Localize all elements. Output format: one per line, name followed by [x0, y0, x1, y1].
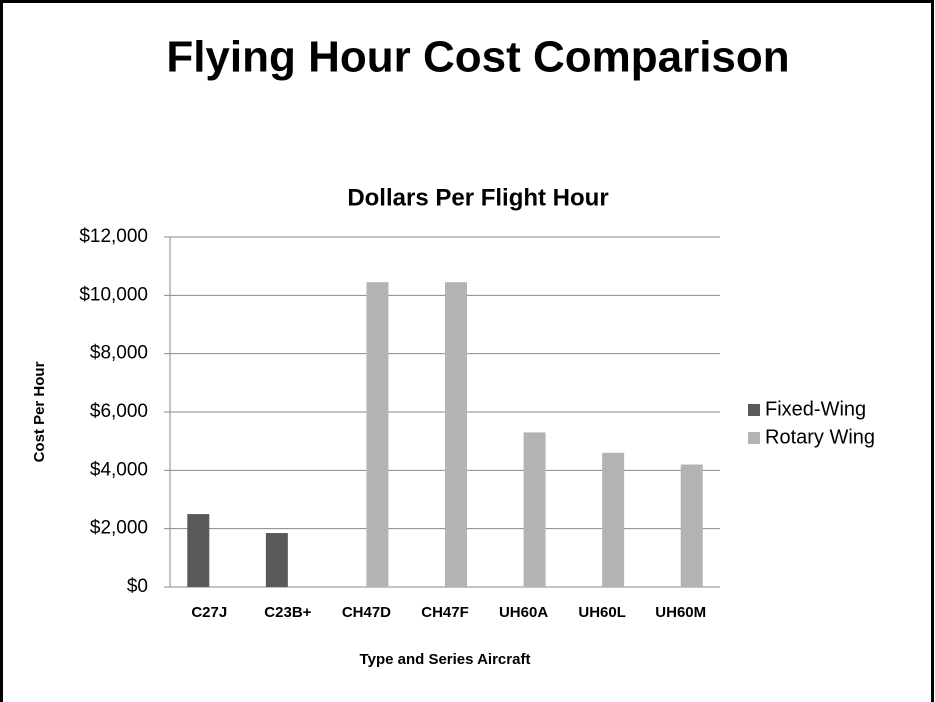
legend-swatch: [748, 404, 760, 416]
x-tick-label: UH60L: [578, 604, 626, 621]
chart-title: Dollars Per Flight Hour: [347, 184, 608, 211]
x-axis-label: Type and Series Aircraft: [360, 651, 531, 668]
legend-label: Rotary Wing: [765, 426, 875, 448]
y-tick-label: $12,000: [79, 226, 148, 247]
y-tick-label: $8,000: [90, 343, 148, 364]
x-tick-label: CH47D: [342, 604, 391, 621]
y-axis-label: Cost Per Hour: [31, 361, 48, 462]
y-tick-label: $0: [127, 576, 148, 597]
bar: [445, 282, 467, 587]
y-tick-label: $6,000: [90, 401, 148, 422]
bar: [265, 533, 288, 587]
x-tick-label: UH60A: [499, 604, 548, 621]
x-tick-label: C23B+: [264, 604, 311, 621]
x-tick-label: C27J: [191, 604, 227, 621]
bar: [523, 432, 546, 587]
bar: [187, 514, 210, 587]
legend-swatch: [748, 432, 760, 444]
y-tick-label: $4,000: [90, 459, 148, 480]
slide-title: Flying Hour Cost Comparison: [166, 33, 789, 82]
x-tick-label: CH47F: [421, 604, 469, 621]
legend-label: Fixed-Wing: [765, 398, 866, 420]
bar: [680, 464, 703, 587]
bar: [366, 282, 389, 587]
bar: [602, 452, 625, 587]
y-tick-label: $10,000: [79, 284, 148, 305]
y-tick-label: $2,000: [90, 518, 148, 539]
x-tick-label: UH60M: [655, 604, 706, 621]
